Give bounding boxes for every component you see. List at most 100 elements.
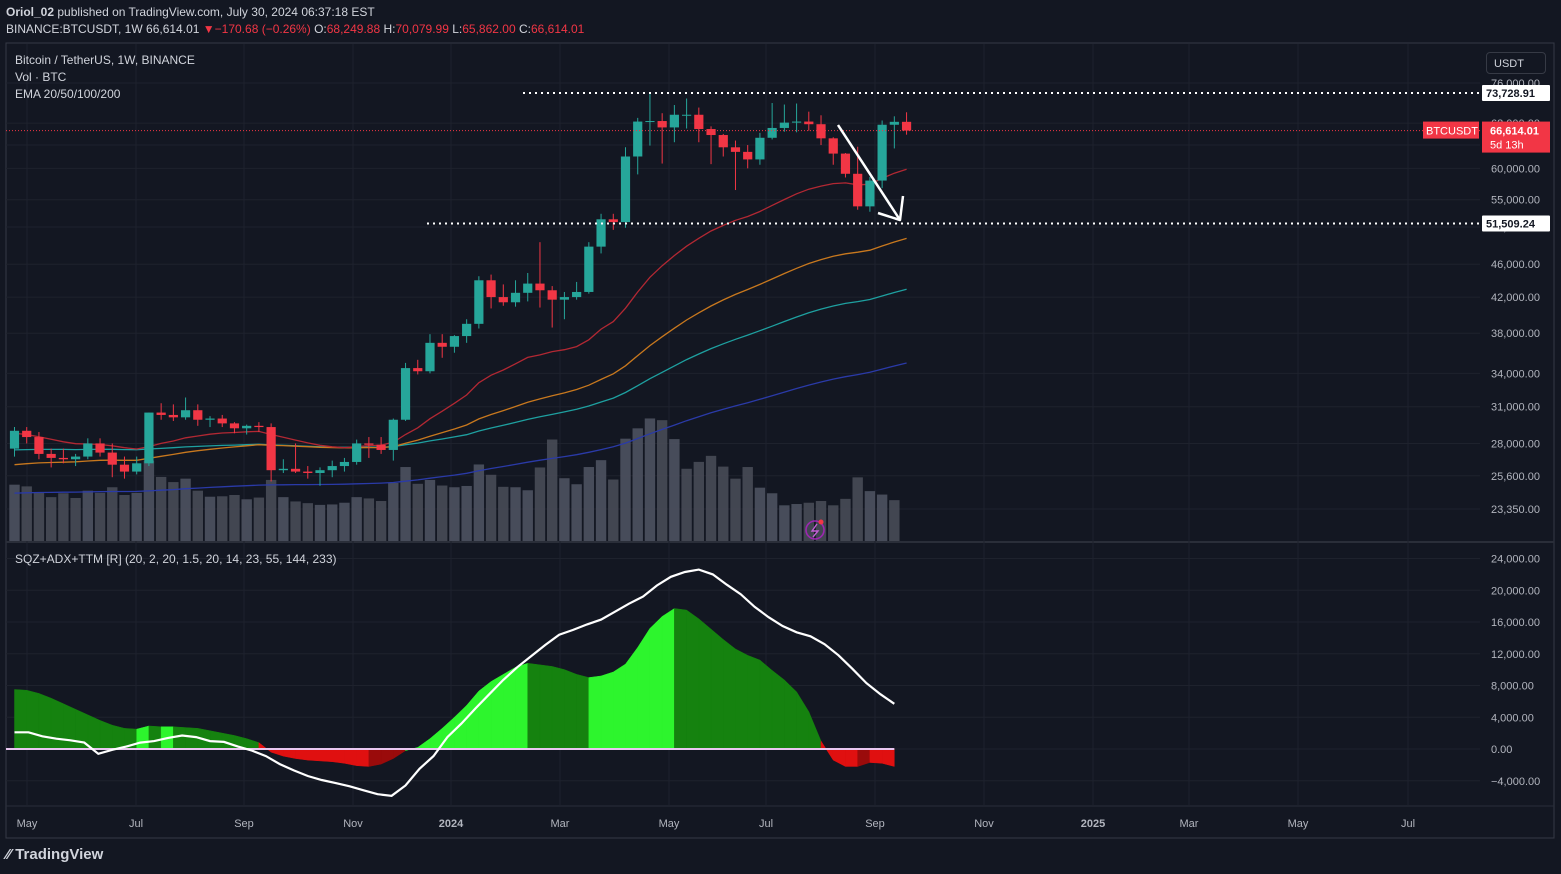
candle-body	[730, 147, 741, 152]
price-tick-label: 46,000.00	[1491, 259, 1540, 271]
volume-bar	[644, 418, 656, 541]
volume-bar	[302, 503, 313, 541]
candle-body	[449, 336, 460, 347]
candle-body	[682, 114, 692, 116]
price-tick-label: 60,000.00	[1491, 163, 1540, 175]
candle-body	[376, 444, 386, 450]
ema200-line	[14, 362, 907, 494]
candle-body	[34, 437, 44, 454]
osc-tick-label: 16,000.00	[1491, 617, 1540, 629]
candle-body	[58, 457, 68, 460]
volume-bar	[656, 420, 668, 541]
momentum-area	[99, 720, 113, 750]
candle-body	[22, 430, 32, 438]
ema50-line	[14, 237, 907, 466]
volume-bar	[632, 428, 643, 541]
momentum-area	[270, 748, 284, 757]
candle-body	[510, 292, 521, 303]
volume-bar	[437, 485, 448, 541]
volume-bar	[351, 497, 362, 541]
ema-legend[interactable]: EMA 20/50/100/200	[15, 87, 121, 101]
volume-bar	[571, 484, 582, 541]
currency-unit-button[interactable]: USDT	[1486, 52, 1546, 74]
candle-body	[853, 173, 863, 207]
momentum-area	[417, 738, 431, 750]
support-tag: 51,509.24	[1486, 219, 1536, 231]
candle-body	[608, 219, 618, 223]
resistance-tag: 73,728.91	[1486, 88, 1535, 100]
candle-body	[474, 280, 484, 324]
osc-tick-label: 12,000.00	[1491, 649, 1540, 661]
candle-body	[303, 471, 313, 473]
momentum-area	[173, 726, 186, 750]
momentum-area	[527, 662, 541, 750]
momentum-area	[674, 608, 687, 750]
candle-body	[767, 127, 777, 138]
osc-tick-label: 20,000.00	[1491, 585, 1540, 597]
adx-line	[14, 568, 895, 797]
candle-body	[694, 114, 704, 130]
volume-bar	[705, 455, 717, 541]
momentum-area	[869, 748, 883, 764]
candle-body	[144, 412, 154, 464]
volume-legend[interactable]: Vol · BTC	[15, 70, 67, 84]
down-arrow-annotation[interactable]	[836, 124, 905, 222]
candle-body	[816, 124, 826, 139]
time-axis[interactable]: May Jul Sep Nov 2024 Mar May Jul Sep Nov 2025 Mar Ma…	[17, 818, 1415, 830]
price-axis[interactable]: 23,350.00 25,600.00 28,000.00 31,000.00 34,0…	[1491, 78, 1540, 788]
price-tick-label: 55,000.00	[1491, 195, 1540, 207]
candle-body	[425, 342, 435, 372]
candle-body	[95, 443, 105, 453]
volume-bar	[485, 474, 497, 541]
lightning-icon[interactable]	[805, 519, 825, 540]
candle-body	[620, 156, 631, 223]
candle-body	[657, 121, 667, 128]
volume-bars	[9, 418, 900, 541]
price-levels	[6, 92, 1480, 225]
candle-body	[315, 470, 325, 473]
momentum-area	[258, 742, 272, 753]
candle-body	[779, 122, 789, 128]
last-price: 66,614.01	[146, 22, 200, 36]
momentum-area	[832, 748, 846, 767]
volume-bar	[217, 496, 228, 541]
momentum-area	[112, 724, 125, 750]
candle-body	[352, 443, 362, 462]
momentum-area	[50, 697, 64, 750]
time-tick-label: Sep	[865, 818, 885, 830]
down-triangle-icon: ▼	[202, 22, 215, 36]
time-tick-label: Jul	[129, 818, 143, 830]
volume-bar	[718, 466, 729, 541]
volume-bar	[327, 504, 338, 541]
volume-bar	[608, 479, 619, 541]
volume-bar	[449, 487, 460, 541]
symbol-tag: BTCUSDT	[1426, 126, 1478, 138]
volume-bar	[852, 477, 863, 541]
candle-body	[572, 291, 582, 298]
candle-body	[254, 425, 264, 428]
volume-bar	[828, 505, 839, 541]
ema-lines	[14, 168, 907, 494]
candles	[9, 93, 912, 486]
price-tick-label: 38,000.00	[1491, 328, 1540, 340]
momentum-area	[637, 627, 651, 750]
volume-bar	[779, 505, 790, 541]
publisher-name[interactable]: Oriol_02	[6, 5, 55, 19]
chart-title[interactable]: Bitcoin / TetherUS, 1W, BINANCE	[15, 53, 195, 67]
candle-body	[584, 246, 594, 292]
momentum-area	[307, 748, 321, 762]
logo-icon: ⁄⁄	[6, 846, 12, 863]
momentum-area	[771, 669, 785, 750]
candle-body	[645, 121, 655, 123]
volume-bar	[522, 490, 533, 541]
momentum-area	[784, 679, 797, 750]
candle-body	[596, 219, 606, 247]
oscillator-legend[interactable]: SQZ+ADX+TTM [R] (20, 2, 20, 1.5, 20, 14,…	[15, 552, 337, 566]
tradingview-logo[interactable]: ⁄⁄ TradingView	[6, 846, 103, 863]
time-tick-label: May	[659, 818, 680, 830]
momentum-area	[283, 748, 296, 759]
volume-bar	[204, 496, 216, 541]
close-label: C:	[518, 22, 531, 36]
price-change: −170.68 (−0.26%)	[214, 22, 311, 36]
